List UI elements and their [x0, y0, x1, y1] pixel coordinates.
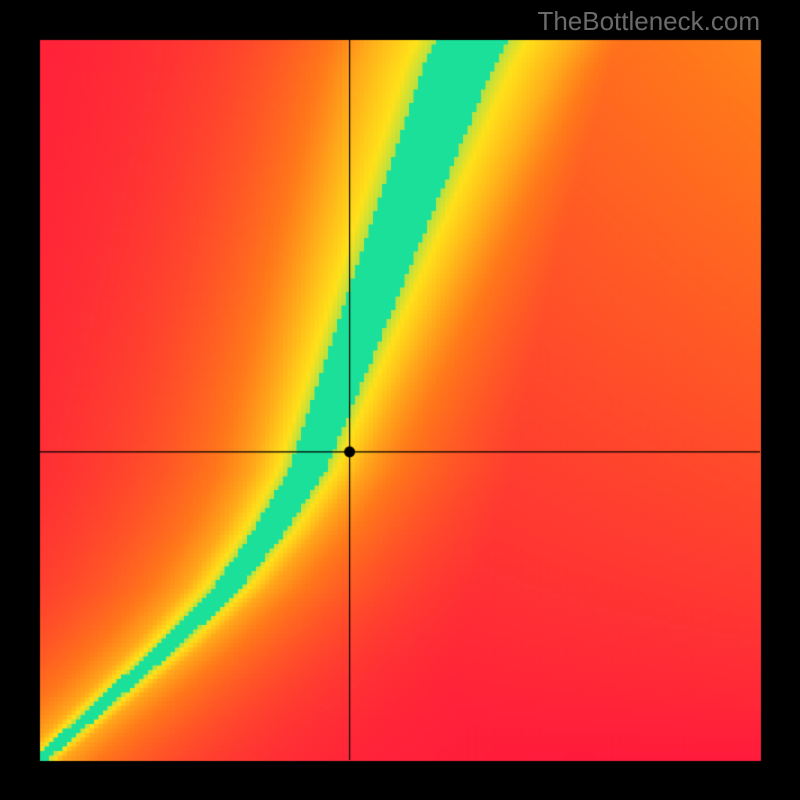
chart-container: TheBottleneck.com: [0, 0, 800, 800]
watermark-text: TheBottleneck.com: [537, 6, 760, 37]
heatmap-canvas: [0, 0, 800, 800]
